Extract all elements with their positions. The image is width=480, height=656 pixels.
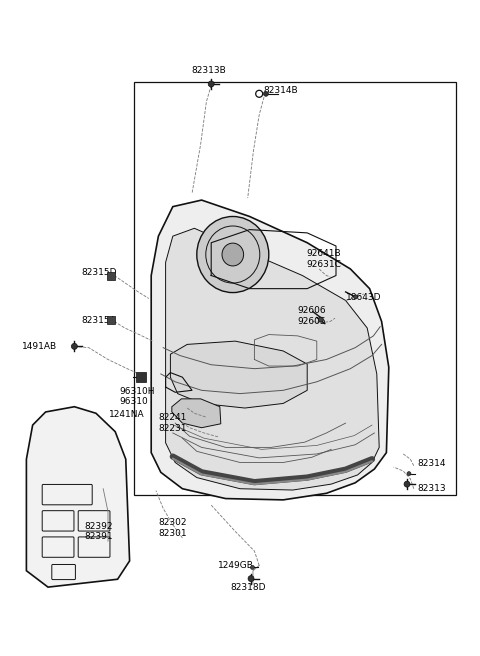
Bar xyxy=(134,82,456,495)
Text: 92641B
92631C: 92641B 92631C xyxy=(306,249,341,269)
Text: 96310H
96310: 96310H 96310 xyxy=(119,386,155,406)
Text: 82313B: 82313B xyxy=(191,66,226,75)
Text: 82314: 82314 xyxy=(418,459,446,468)
Text: 1241NA: 1241NA xyxy=(109,410,145,419)
Circle shape xyxy=(318,317,324,322)
Text: 92606
92605: 92606 92605 xyxy=(298,306,326,326)
Ellipse shape xyxy=(197,216,269,293)
Text: 82314B: 82314B xyxy=(263,86,298,95)
Circle shape xyxy=(354,295,358,299)
Circle shape xyxy=(248,575,254,582)
Circle shape xyxy=(251,565,254,569)
Text: 82392
82391: 82392 82391 xyxy=(84,522,113,541)
Text: 82302
82301: 82302 82301 xyxy=(158,518,187,538)
Circle shape xyxy=(264,91,268,96)
Text: 1491AB: 1491AB xyxy=(22,342,57,351)
Text: 82315A: 82315A xyxy=(82,316,116,325)
Ellipse shape xyxy=(222,243,243,266)
Text: 1249GB: 1249GB xyxy=(218,561,254,570)
Polygon shape xyxy=(166,228,379,490)
Circle shape xyxy=(404,481,410,487)
Text: 82241
82231: 82241 82231 xyxy=(158,413,187,433)
Polygon shape xyxy=(151,200,389,500)
Bar xyxy=(108,272,115,279)
Text: 82315D: 82315D xyxy=(82,268,117,277)
Bar xyxy=(108,316,115,324)
Polygon shape xyxy=(170,341,307,408)
Circle shape xyxy=(407,472,411,476)
Polygon shape xyxy=(172,399,221,428)
Circle shape xyxy=(208,81,214,87)
Polygon shape xyxy=(26,407,130,587)
Text: 82318D: 82318D xyxy=(230,583,266,592)
Text: 18643D: 18643D xyxy=(346,293,381,302)
Text: 82313: 82313 xyxy=(418,484,446,493)
Circle shape xyxy=(72,343,77,350)
Bar xyxy=(136,371,146,382)
